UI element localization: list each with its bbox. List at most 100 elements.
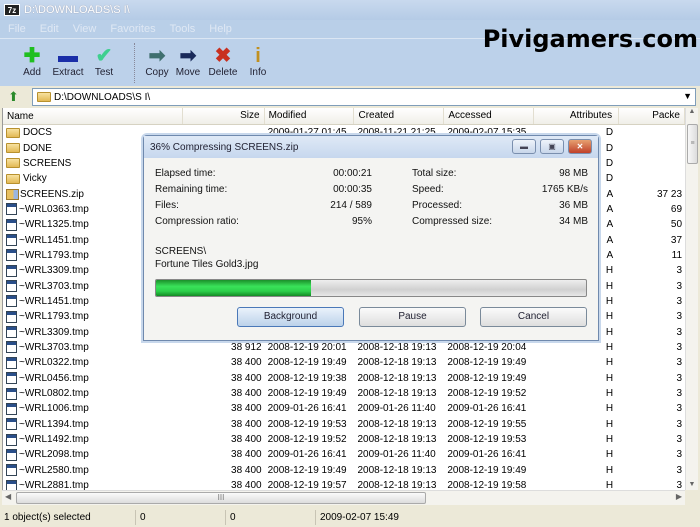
table-row[interactable]: ~WRL1394.tmp 38 400 2008-12-19 19:53 2008-1… (3, 417, 685, 432)
table-row[interactable]: ~WRL2580.tmp 38 400 2008-12-19 19:49 2008-1… (3, 463, 685, 478)
file-name: ~WRL3309.tmp (19, 265, 89, 277)
table-row[interactable]: ~WRL2098.tmp 38 400 2009-01-26 16:41 2009-0… (3, 447, 685, 462)
table-row[interactable]: ~WRL0456.tmp 38 400 2008-12-19 19:38 2008-1… (3, 371, 685, 386)
table-row[interactable]: ~WRL1451.tmp H 3 (3, 294, 685, 309)
table-row[interactable]: ~WRL1793.tmp A 11 (3, 248, 685, 263)
attr-cell: H (605, 295, 614, 307)
file-name: ~WRL1394.tmp (19, 418, 89, 430)
menu-help[interactable]: Help (209, 23, 232, 35)
menu-edit[interactable]: Edit (39, 23, 59, 35)
table-row[interactable]: ~WRL0363.tmp A 69 (3, 202, 685, 217)
cancel-button[interactable]: Cancel (480, 307, 587, 327)
table-row[interactable]: ~WRL3309.tmp H 3 (3, 324, 685, 339)
scroll-down-icon[interactable]: ▼ (688, 481, 696, 488)
name-cell: ~WRL1325.tmp (3, 218, 183, 231)
menu-favorites[interactable]: Favorites (110, 23, 156, 35)
minimize-button[interactable]: ▬ (512, 139, 536, 154)
toolbar-delete-button[interactable]: ✖ Delete (203, 45, 243, 78)
folder-up-icon[interactable]: ⬆ (8, 89, 19, 104)
pause-button[interactable]: Pause (359, 307, 466, 327)
toolbar-extract-button[interactable]: ▬ Extract (48, 45, 88, 78)
name-cell: ~WRL1451.tmp (3, 295, 183, 308)
name-cell: ~WRL0456.tmp (3, 372, 183, 385)
attr-cell: D (605, 157, 614, 169)
column-header-attributes[interactable]: Attributes (534, 108, 620, 124)
chevron-down-icon[interactable]: ▼ (683, 91, 692, 101)
horizontal-scroll-thumb[interactable]: III (16, 492, 426, 504)
table-row[interactable]: ~WRL3309.tmp H 3 (3, 263, 685, 278)
column-header-accessed[interactable]: Accessed (444, 108, 535, 124)
stat-value: 95% (351, 216, 372, 227)
table-row[interactable]: ~WRL1006.tmp 38 400 2009-01-26 16:41 2009-0… (3, 401, 685, 416)
file-icon (6, 249, 17, 262)
toolbar-copy-button[interactable]: ➡ Copy (137, 45, 177, 78)
table-row[interactable]: ~WRL3703.tmp H 3 (3, 278, 685, 293)
file-name: ~WRL1793.tmp (19, 249, 89, 261)
table-row[interactable]: ~WRL3703.tmp 38 912 2008-12-19 20:01 2008-1… (3, 340, 685, 355)
toolbar-add-button[interactable]: ✚ Add (12, 45, 52, 78)
table-row[interactable]: ~WRL1492.tmp 38 400 2008-12-19 19:52 2008-1… (3, 432, 685, 447)
modified-cell: 2008-12-19 19:49 (267, 464, 347, 476)
scroll-up-icon[interactable]: ▲ (688, 108, 696, 115)
table-row[interactable]: SCREENS.zip A 37 23 (3, 186, 685, 201)
table-row[interactable]: SCREENS D (3, 156, 685, 171)
vertical-scrollbar[interactable]: ▲ ≡ ▼ (685, 108, 698, 490)
scroll-right-icon[interactable]: ▶ (675, 492, 682, 501)
file-name: ~WRL3309.tmp (19, 326, 89, 338)
modified-cell: 2008-12-19 19:57 (267, 480, 347, 490)
menu-tools[interactable]: Tools (169, 23, 196, 35)
toolbar-label: Delete (208, 67, 238, 78)
table-row[interactable]: DOCS 2009-01-27 01:45 2008-11-21 21:25 2009… (3, 125, 685, 140)
vertical-scroll-thumb[interactable]: ≡ (687, 124, 698, 164)
stat-value: 36 MB (559, 200, 588, 211)
table-row[interactable]: ~WRL1325.tmp A 50 (3, 217, 685, 232)
accessed-cell: 2008-12-19 20:04 (447, 341, 527, 353)
menu-file[interactable]: File (8, 23, 26, 35)
copy-arrow-icon: ➡ (148, 45, 166, 67)
scroll-left-icon[interactable]: ◀ (5, 492, 12, 501)
dialog-title: 36% Compressing SCREENS.zip (150, 141, 299, 153)
address-input[interactable]: D:\DOWNLOADS\S I\ ▼ (32, 88, 696, 106)
name-cell: ~WRL1006.tmp (3, 402, 183, 415)
horizontal-scrollbar[interactable]: ◀ III ▶ (2, 490, 685, 505)
column-header-packe[interactable]: Packe (619, 108, 685, 124)
title-bar: 7z D:\DOWNLOADS\S I\ (0, 0, 700, 20)
table-row[interactable]: ~WRL0322.tmp 38 400 2008-12-19 19:49 2008-1… (3, 355, 685, 370)
created-cell: 2008-12-18 19:13 (357, 418, 437, 430)
address-path: D:\DOWNLOADS\S I\ (54, 91, 151, 103)
name-cell: SCREENS.zip (3, 188, 183, 200)
stat-value: 1765 KB/s (541, 184, 588, 195)
menu-view[interactable]: View (72, 23, 97, 35)
file-icon (6, 203, 17, 216)
restore-button[interactable]: ▣ (540, 139, 564, 154)
modified-cell: 2009-01-26 16:41 (267, 449, 347, 461)
table-row[interactable]: DONE D (3, 140, 685, 155)
table-row[interactable]: ~WRL1793.tmp H 3 (3, 309, 685, 324)
table-row[interactable]: Vicky D (3, 171, 685, 186)
stat-value: 00:00:21 (333, 168, 372, 179)
table-row[interactable]: ~WRL2881.tmp 38 400 2008-12-19 19:57 2008-1… (3, 478, 685, 490)
accessed-cell: 2008-12-19 19:58 (447, 480, 527, 490)
stat-label: Remaining time: (155, 184, 228, 195)
modified-cell: 2008-12-19 19:49 (267, 388, 347, 400)
toolbar-label: Add (23, 67, 41, 78)
column-header-created[interactable]: Created (354, 108, 445, 124)
close-button[interactable]: ✕ (568, 139, 592, 154)
table-row[interactable]: ~WRL0802.tmp 38 400 2008-12-19 19:49 2008-1… (3, 386, 685, 401)
toolbar-info-button[interactable]: i Info (238, 45, 278, 78)
folder-icon (6, 127, 20, 138)
packed-cell: 3 (676, 372, 683, 384)
toolbar-test-button[interactable]: ✔ Test (84, 45, 124, 78)
file-name: ~WRL0802.tmp (19, 388, 89, 400)
table-row[interactable]: ~WRL1451.tmp A 37 (3, 232, 685, 247)
file-icon (6, 387, 17, 400)
background-button[interactable]: Background (237, 307, 344, 327)
accessed-cell: 2008-12-19 19:49 (447, 357, 527, 369)
column-header-name[interactable]: Name (3, 108, 183, 124)
attr-cell: D (605, 142, 614, 154)
packed-cell: 3 (676, 388, 683, 400)
column-header-modified[interactable]: Modified (265, 108, 355, 124)
toolbar-move-button[interactable]: ➡ Move (168, 45, 208, 78)
name-cell: ~WRL3309.tmp (3, 326, 183, 339)
column-header-size[interactable]: Size (183, 108, 265, 124)
